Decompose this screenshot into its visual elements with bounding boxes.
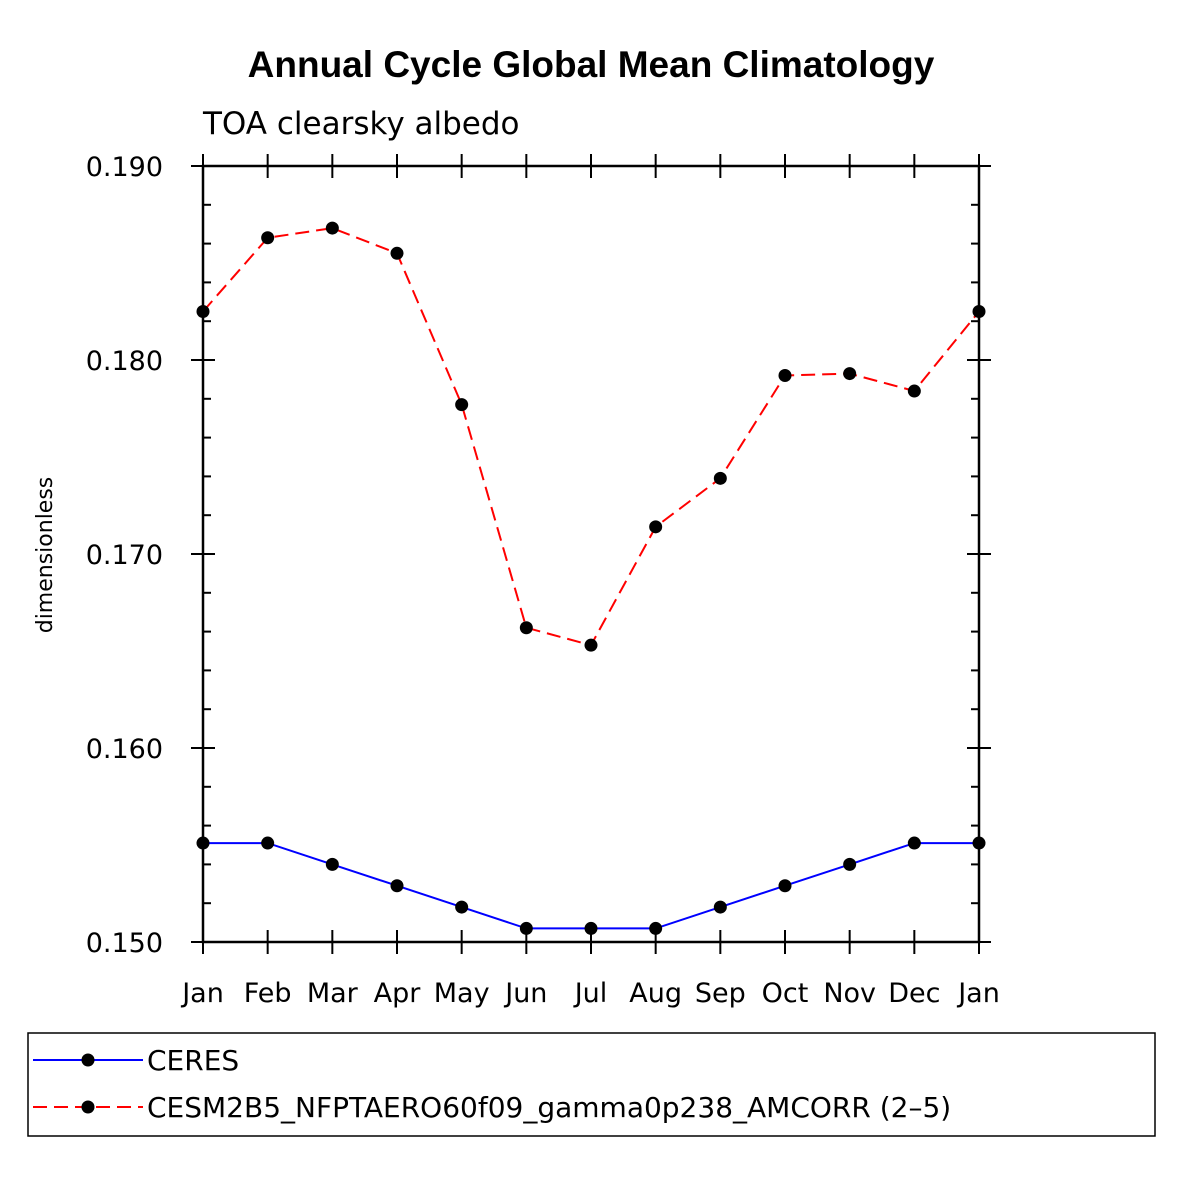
chart-subtitle: TOA clearsky albedo (202, 106, 520, 142)
series-point-0 (455, 900, 469, 914)
axis-ticks (191, 154, 991, 954)
legend: CERES CESM2B5_NFPTAERO60f09_gamma0p238_A… (27, 1032, 1156, 1137)
x-tick-label: Aug (629, 978, 682, 1009)
x-tick-label: May (434, 978, 490, 1009)
series-point-0 (713, 900, 727, 914)
y-tick-label: 0.160 (86, 734, 163, 765)
series-point-1 (519, 621, 533, 635)
x-tick-label: Feb (244, 978, 292, 1009)
series-layer (196, 221, 986, 935)
plot-frame (201, 164, 981, 944)
x-tick-label: Sep (695, 978, 746, 1009)
legend-marker-ceres (81, 1053, 95, 1067)
series-point-0 (325, 857, 339, 871)
x-tick-label: Jul (573, 978, 608, 1009)
series-point-0 (390, 879, 404, 893)
series-point-1 (261, 231, 275, 245)
y-tick-labels: 0.150 0.160 0.170 0.180 0.190 (86, 152, 163, 959)
x-tick-label: Jan (956, 978, 1000, 1009)
legend-box (27, 1032, 1156, 1137)
series-point-1 (778, 369, 792, 383)
chart-title: Annual Cycle Global Mean Climatology (248, 44, 935, 85)
x-tick-label: Oct (762, 978, 809, 1009)
series-point-0 (649, 921, 663, 935)
x-tick-label: Jun (503, 978, 547, 1009)
x-tick-label: Apr (374, 978, 422, 1009)
y-axis-label: dimensionless (33, 477, 58, 634)
series-point-1 (325, 221, 339, 235)
y-tick-label: 0.150 (86, 928, 163, 959)
series-point-0 (261, 836, 275, 850)
x-tick-label: Dec (888, 978, 940, 1009)
x-tick-label: Jan (180, 978, 224, 1009)
legend-label-cesm2b5: CESM2B5_NFPTAERO60f09_gamma0p238_AMCORR … (147, 1091, 951, 1124)
series-point-1 (907, 384, 921, 398)
series-line-1 (202, 227, 980, 647)
series-point-0 (519, 921, 533, 935)
series-point-1 (713, 471, 727, 485)
series-line-0 (203, 842, 979, 930)
y-tick-label: 0.170 (86, 540, 163, 571)
x-tick-label: Mar (307, 978, 359, 1009)
series-point-1 (584, 638, 598, 652)
x-tick-labels: Jan Feb Mar Apr May Jun Jul Aug Sep Oct Nov Dec Jan (180, 978, 1000, 1009)
legend-marker-cesm2b5 (81, 1100, 95, 1114)
series-point-1 (455, 398, 469, 412)
series-point-1 (390, 246, 404, 260)
series-point-0 (778, 879, 792, 893)
series-point-0 (907, 836, 921, 850)
legend-label-ceres: CERES (147, 1044, 239, 1077)
series-point-0 (584, 921, 598, 935)
x-tick-label: Nov (823, 978, 876, 1009)
y-tick-label: 0.180 (86, 346, 163, 377)
series-point-1 (843, 367, 857, 381)
y-tick-label: 0.190 (86, 152, 163, 183)
series-point-0 (843, 857, 857, 871)
series-point-1 (649, 520, 663, 534)
